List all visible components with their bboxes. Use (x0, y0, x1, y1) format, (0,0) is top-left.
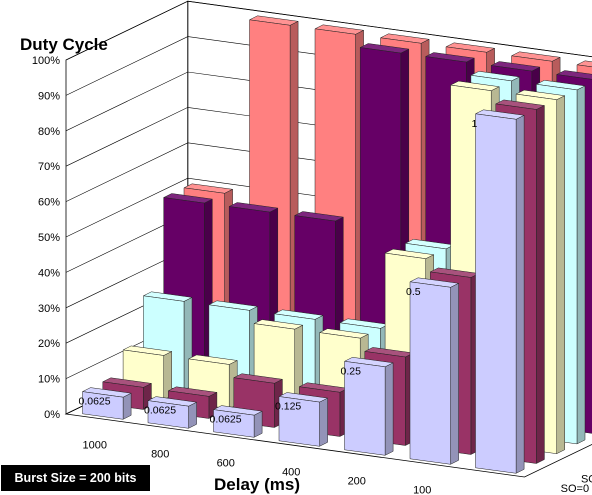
series-label: SO=0 (561, 483, 589, 495)
data-label: 0.0625 (79, 396, 111, 408)
gridline (65, 0, 592, 61)
y-tick-label: 90% (38, 90, 60, 102)
data-label: 0.125 (275, 401, 301, 413)
bar-SO=0-800 (147, 396, 198, 429)
bar-SO=0-100 (409, 277, 460, 465)
bar-side (188, 401, 197, 429)
y-axis-tick-labels: 0% 10% 20% 30% 40% 50% 60% 70% 80% 90% 100% (32, 55, 60, 421)
y-tick-label: 70% (38, 161, 60, 173)
bar-SO=0-600 (212, 405, 263, 438)
bar-side (576, 85, 586, 445)
x-tick-label: 1000 (83, 440, 107, 452)
x-tick-label: 50 (482, 494, 494, 495)
y-tick-label: 100% (32, 55, 60, 67)
bar-side (319, 397, 328, 447)
y-tick-label: 40% (38, 267, 60, 279)
bar-front (278, 396, 320, 447)
bar-SO=0-200 (343, 357, 394, 456)
bar-SO=0-400 (278, 392, 329, 447)
y-tick-label: 20% (38, 338, 60, 350)
data-label: 0.0625 (210, 414, 242, 426)
y-tick-label: 0% (44, 409, 60, 421)
y-tick-label: 50% (38, 232, 60, 244)
bar-top (576, 60, 592, 68)
bar-front (213, 409, 255, 438)
bars (81, 15, 592, 474)
burst-size-note: Burst Size = 200 bits (1, 465, 150, 491)
bar-side (556, 95, 565, 455)
bar-side (122, 392, 132, 420)
x-tick-label: 200 (348, 476, 366, 488)
data-label: 0.5 (406, 286, 421, 298)
bar-side (253, 410, 263, 438)
data-label: 1 (472, 118, 478, 130)
chart-title: Duty Cycle (20, 35, 108, 54)
bar-side (384, 362, 394, 456)
bar-side (515, 114, 525, 474)
series-label: SO=1 (581, 473, 592, 485)
bar-front (475, 113, 517, 474)
data-labels: 0.0625 0.0625 0.0625 0.125 0.25 0.5 1 (79, 118, 478, 426)
bar-front (82, 391, 124, 420)
x-tick-label: 800 (151, 449, 169, 461)
y-tick-label: 10% (38, 374, 60, 386)
x-tick-label: 400 (282, 467, 300, 479)
bar-front (409, 281, 451, 465)
bar-SO=0-1000 (81, 387, 132, 420)
data-label: 0.0625 (144, 405, 176, 417)
x-axis-label: Delay (ms) (214, 475, 300, 494)
bar-front (147, 400, 189, 429)
x-axis-tick-labels: 1000 800 600 400 200 100 50 (83, 440, 494, 495)
bar-SO=0-50 (474, 109, 525, 474)
y-tick-label: 60% (38, 197, 60, 209)
bar-side (450, 282, 459, 465)
data-label: 0.25 (341, 365, 362, 377)
series-axis-labels: SO=0SO=1SO=2SO=3SO=4SO=5 (561, 473, 592, 495)
y-tick-label: 80% (38, 126, 60, 138)
y-tick-label: 30% (38, 303, 60, 315)
x-tick-label: 600 (217, 458, 235, 470)
bar-front (344, 361, 386, 456)
bar-side (536, 105, 545, 464)
x-tick-label: 100 (413, 485, 431, 495)
